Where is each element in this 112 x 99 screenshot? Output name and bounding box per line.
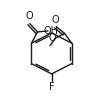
- Text: OH: OH: [43, 26, 58, 36]
- Text: O: O: [52, 15, 59, 25]
- Text: O: O: [49, 33, 56, 43]
- Text: F: F: [49, 82, 54, 92]
- Text: O: O: [26, 11, 34, 21]
